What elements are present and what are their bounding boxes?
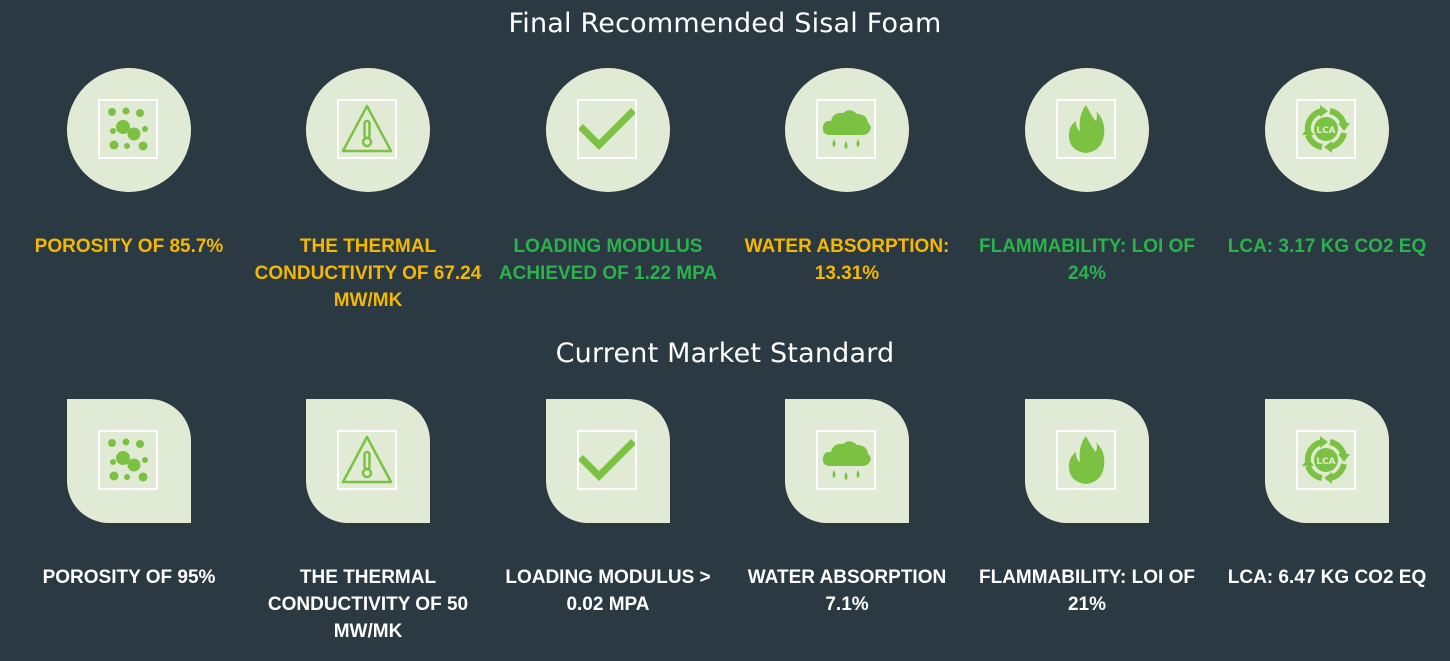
- badge-circle: [1025, 68, 1149, 192]
- badge-circle: [546, 68, 670, 192]
- badge-leaf: [67, 399, 191, 523]
- thermometer-warning-icon: [337, 99, 397, 159]
- market-water-label: WATER ABSORPTION 7.1%: [747, 567, 947, 615]
- market-section-title: Current Market Standard: [555, 338, 895, 369]
- bubbles-icon: [98, 99, 158, 159]
- market-thermal-label: THE THERMAL CONDUCTIVITY OF 50 MW/MK: [267, 567, 469, 642]
- recommended-loading-label: LOADING MODULUS ACHIEVED OF 1.22 MPA: [498, 236, 718, 284]
- checkmark-icon: [577, 430, 637, 490]
- flame-icon: [1056, 99, 1116, 159]
- badge-circle: LCA: [1265, 68, 1389, 192]
- thermometer-warning-icon: [337, 430, 397, 490]
- recommended-section-title: Final Recommended Sisal Foam: [508, 8, 942, 39]
- badge-leaf: [306, 399, 430, 523]
- market-loading-label: LOADING MODULUS > 0.02 MPA: [505, 567, 711, 615]
- market-flammability-label: FLAMMABILITY: LOI OF 21%: [979, 567, 1195, 615]
- lca-icon-text: LCA: [1316, 457, 1335, 467]
- rain-cloud-icon: [816, 99, 876, 159]
- recommended-porosity-label: POROSITY OF 85.7%: [34, 236, 224, 257]
- recommended-thermal-label: THE THERMAL CONDUCTIVITY OF 67.24 MW/MK: [254, 236, 482, 311]
- rain-cloud-icon: [816, 430, 876, 490]
- badge-leaf: [546, 399, 670, 523]
- lca-cycle-icon: LCA: [1296, 99, 1356, 159]
- recommended-water-label: WATER ABSORPTION: 13.31%: [744, 236, 950, 284]
- badge-leaf: [785, 399, 909, 523]
- recommended-flammability-label: FLAMMABILITY: LOI OF 24%: [979, 236, 1195, 284]
- recommended-lca-label: LCA: 3.17 KG CO2 EQ: [1227, 236, 1427, 257]
- market-porosity-label: POROSITY OF 95%: [42, 567, 216, 588]
- market-lca-label: LCA: 6.47 KG CO2 EQ: [1227, 567, 1427, 588]
- lca-icon-text: LCA: [1316, 126, 1335, 136]
- badge-circle: [306, 68, 430, 192]
- bubbles-icon: [98, 430, 158, 490]
- badge-leaf: [1025, 399, 1149, 523]
- flame-icon: [1056, 430, 1116, 490]
- badge-circle: [67, 68, 191, 192]
- badge-circle: [785, 68, 909, 192]
- checkmark-icon: [577, 99, 637, 159]
- badge-leaf: LCA: [1265, 399, 1389, 523]
- lca-cycle-icon: LCA: [1296, 430, 1356, 490]
